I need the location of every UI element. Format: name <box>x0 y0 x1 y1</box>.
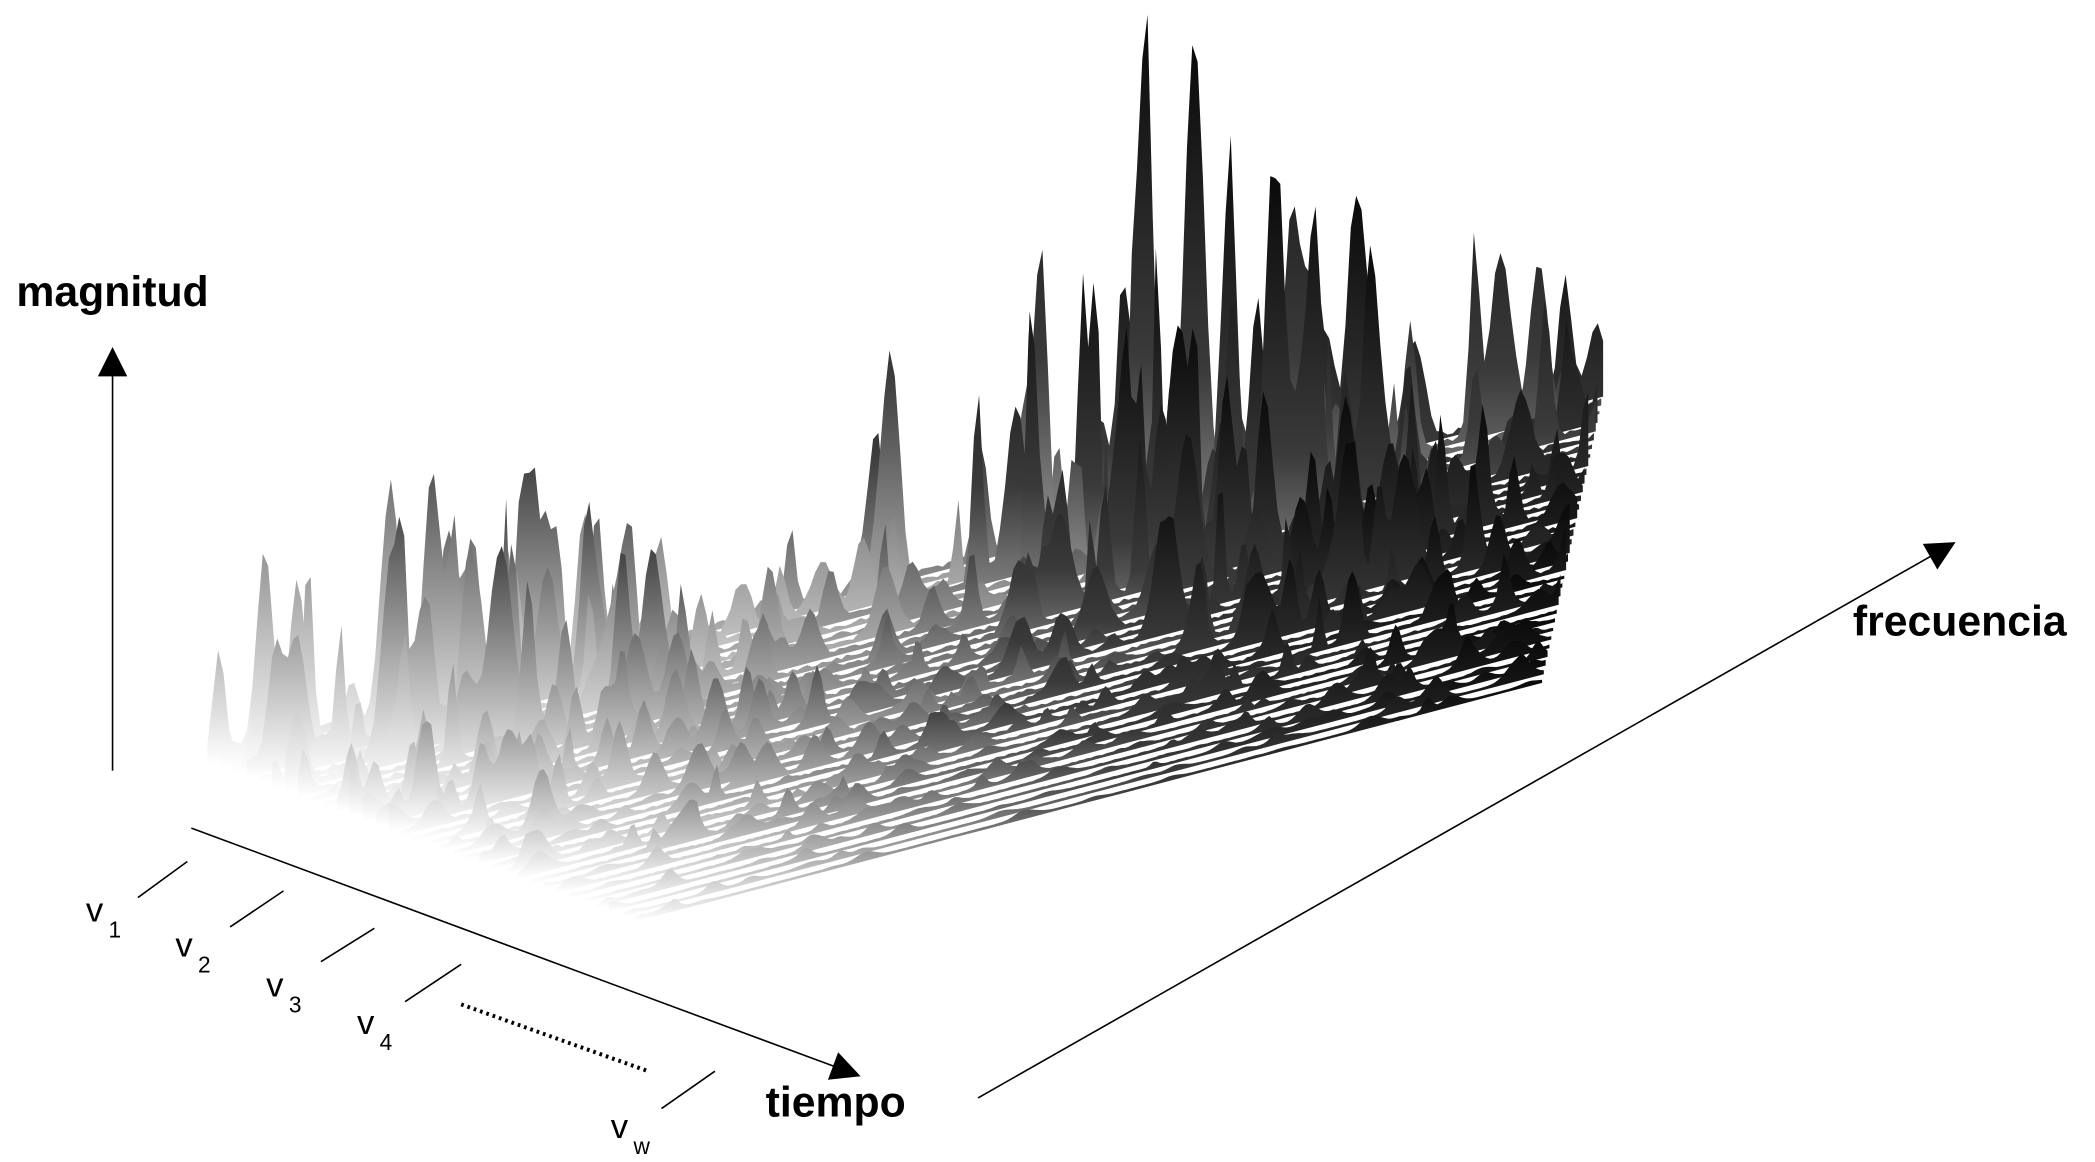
frame-letter: v <box>175 926 193 964</box>
spectrum-ridge <box>259 135 1596 784</box>
frequency-label: frecuencia <box>1853 598 2068 646</box>
magnitude-label: magnitud <box>16 268 208 316</box>
spectrum-ridge <box>388 464 1578 831</box>
frequency-axis <box>977 542 1956 1099</box>
spectrum-ridge <box>557 603 1554 893</box>
spectrum-ridge <box>285 176 1593 793</box>
spectrum-ridge <box>595 641 1548 908</box>
spectrum-ridge <box>349 396 1583 817</box>
spectrum-ridge <box>582 636 1550 903</box>
frame-letter: v <box>357 1004 375 1042</box>
spectrum-ridge <box>440 503 1570 850</box>
spectrum-ridge <box>246 247 1598 779</box>
spectrum-ridge <box>518 579 1559 879</box>
spectrum-ridge <box>336 391 1585 812</box>
frame-index: 4 <box>380 1029 393 1055</box>
frame-index: 2 <box>198 951 211 977</box>
spectrum-ridge <box>453 541 1568 855</box>
spectrum-ridge <box>505 553 1561 874</box>
frame-label: v2 <box>175 926 210 977</box>
spectrum-ridge <box>492 568 1563 870</box>
spectrum-ridge <box>608 659 1546 912</box>
time-label: tiempo <box>766 1079 906 1127</box>
frame-index: w <box>632 1133 650 1159</box>
frame-letter: v <box>266 966 284 1004</box>
frame-label: v3 <box>266 966 301 1017</box>
frame-label: vw <box>611 1108 651 1159</box>
frame-tick <box>137 860 188 899</box>
frame-label: v1 <box>86 892 121 943</box>
spectrum-ridge <box>427 464 1572 846</box>
spectrum-ridge <box>544 618 1556 889</box>
spectrum-ridge <box>323 375 1587 807</box>
spectrum-ridge <box>531 609 1557 884</box>
time-axis <box>191 827 861 1080</box>
frame-label: v4 <box>357 1004 392 1055</box>
spectrum-ridge <box>466 526 1567 860</box>
frame-letter: v <box>86 892 104 930</box>
spectrum-ridge <box>570 621 1552 898</box>
spectrum-ridge <box>621 653 1544 917</box>
spectrum-ridge <box>362 404 1581 822</box>
frame-index: 3 <box>289 991 302 1017</box>
frame-tick <box>661 1070 716 1110</box>
waterfall-surface <box>207 14 1604 922</box>
frame-index: 1 <box>109 917 122 943</box>
frame-tick <box>320 927 375 963</box>
frame-letter: v <box>611 1108 629 1146</box>
frame-tick <box>404 963 462 1003</box>
frame-tick <box>229 890 284 928</box>
ellipsis-dots <box>460 1002 649 1074</box>
spectrum-ridge <box>634 679 1543 922</box>
